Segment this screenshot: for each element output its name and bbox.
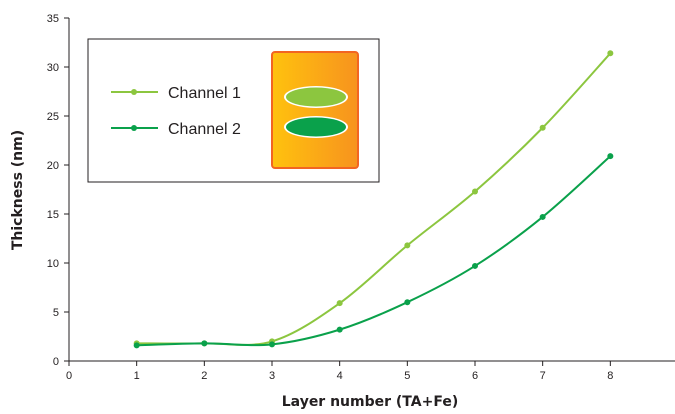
series-layer xyxy=(133,50,614,349)
data-point-channel-2 xyxy=(201,340,208,347)
y-tick-label: 20 xyxy=(47,160,59,172)
legend-label-channel-1: Channel 1 xyxy=(168,85,241,102)
data-point-channel-2 xyxy=(404,299,411,306)
legend-marker-channel-1 xyxy=(131,89,137,95)
data-point-channel-2 xyxy=(133,342,140,349)
x-tick-label: 3 xyxy=(269,370,275,382)
x-ticks: 0123456789 xyxy=(66,361,675,382)
x-tick-label: 4 xyxy=(337,370,343,382)
inset-chip xyxy=(271,51,359,169)
data-point-channel-1 xyxy=(472,188,478,195)
data-point-channel-2 xyxy=(539,213,546,220)
inset-channel-1 xyxy=(286,87,346,107)
x-tick-label: 5 xyxy=(404,370,410,382)
y-tick-label: 0 xyxy=(53,356,59,368)
data-point-channel-1 xyxy=(336,300,343,307)
x-tick-label: 1 xyxy=(134,370,140,382)
series-line-channel-2 xyxy=(136,155,612,347)
x-tick-label: 2 xyxy=(201,370,207,382)
y-tick-label: 5 xyxy=(53,307,59,319)
x-tick-label: 7 xyxy=(540,370,546,382)
y-tick-label: 25 xyxy=(47,111,59,123)
inset-channel-2 xyxy=(286,117,346,137)
data-point-channel-1 xyxy=(404,242,411,249)
y-axis-title: Thickness (nm) xyxy=(10,130,26,250)
data-point-channel-2 xyxy=(269,341,275,348)
axes xyxy=(68,18,675,362)
legend: Channel 1 Channel 2 xyxy=(87,38,380,183)
x-axis-title: Layer number (TA+Fe) xyxy=(282,394,458,410)
x-tick-label: 0 xyxy=(66,370,72,382)
data-point-channel-1 xyxy=(607,50,614,57)
y-ticks: 0 5 10 15 20 25 30 35 xyxy=(47,13,69,368)
y-tick-label: 15 xyxy=(47,209,59,221)
x-tick-label: 8 xyxy=(607,370,613,382)
y-tick-label: 10 xyxy=(47,258,59,270)
legend-label-channel-2: Channel 2 xyxy=(168,121,241,138)
data-point-channel-1 xyxy=(539,124,546,131)
channel-inset-illustration xyxy=(271,51,359,169)
data-point-channel-2 xyxy=(336,326,343,333)
y-tick-label: 30 xyxy=(47,62,59,74)
legend-marker-channel-2 xyxy=(131,125,137,131)
y-tick-label: 35 xyxy=(47,13,59,25)
x-tick-label: 6 xyxy=(472,370,478,382)
data-point-channel-2 xyxy=(607,153,614,160)
data-point-channel-2 xyxy=(472,262,478,269)
